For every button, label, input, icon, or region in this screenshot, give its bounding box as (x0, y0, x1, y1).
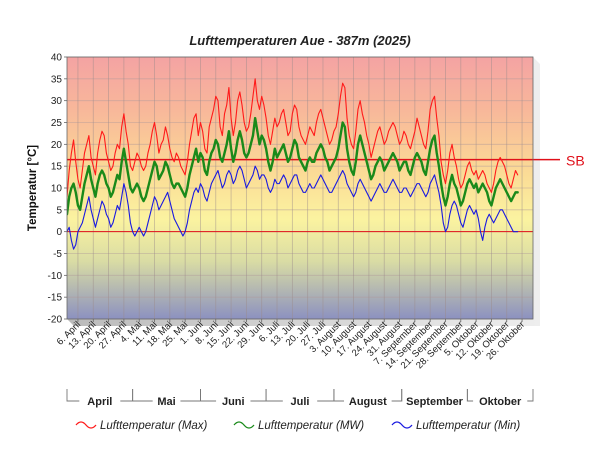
month-bracket (120, 389, 134, 402)
month-bracket (333, 389, 345, 402)
month-bracket (265, 389, 283, 402)
y-tick-label: 35 (51, 74, 63, 85)
y-tick-label: -5 (53, 249, 62, 260)
y-axis-label: Temperatur [°C] (27, 145, 39, 231)
month-label: Juni (222, 396, 245, 408)
series-line-min (67, 165, 519, 250)
series-line-mw (67, 116, 519, 216)
y-tick-label: -15 (48, 293, 63, 304)
legend-label: Lufttemperatur (MW) (258, 420, 364, 432)
y-tick-label: 25 (51, 118, 63, 129)
month-label: Oktober (479, 396, 522, 408)
month-bracket (400, 389, 403, 402)
month-label: April (87, 396, 112, 408)
chart-title: Lufttemperaturen Aue - 387m (2025) (189, 33, 410, 48)
y-tick-label: 0 (56, 227, 62, 238)
reference-line-label: SB (566, 153, 585, 169)
month-label: Mai (157, 396, 175, 408)
y-tick-label: 10 (51, 184, 63, 195)
month-label: September (406, 396, 464, 408)
legend-label: Lufttemperatur (Max) (100, 420, 208, 432)
y-tick-label: 30 (51, 96, 63, 107)
month-bracket (250, 389, 267, 402)
month-bracket (466, 389, 474, 402)
y-tick-label: -10 (48, 271, 63, 282)
legend-swatch (391, 421, 413, 429)
y-tick-label: 40 (51, 53, 63, 64)
month-bracket (66, 389, 80, 402)
month-bracket (132, 389, 153, 402)
y-tick-label: 5 (56, 205, 62, 216)
month-label: Juli (291, 396, 310, 408)
month-bracket (200, 389, 217, 402)
y-tick-label: -20 (48, 315, 63, 326)
y-tick-label: 15 (51, 162, 63, 173)
legend-swatch (75, 421, 97, 429)
month-bracket (527, 389, 534, 402)
month-bracket (317, 389, 335, 402)
month-label: August (349, 396, 387, 408)
legend-label: Lufttemperatur (Min) (416, 420, 520, 432)
month-bracket (180, 389, 201, 402)
legend-swatch (233, 421, 255, 429)
month-bracket (391, 389, 403, 402)
y-tick-label: 20 (51, 140, 63, 151)
series-line-max (67, 78, 519, 198)
